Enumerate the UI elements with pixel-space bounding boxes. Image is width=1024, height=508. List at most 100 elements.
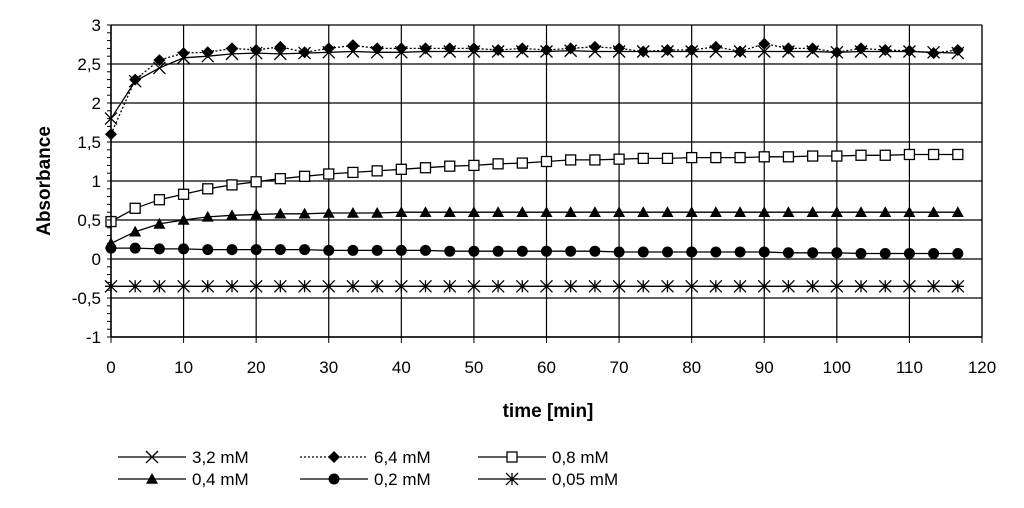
series-line bbox=[110, 50, 958, 119]
data-point bbox=[225, 279, 239, 293]
x-tick-label: 110 bbox=[896, 358, 923, 377]
data-point bbox=[903, 44, 916, 57]
data-point bbox=[855, 149, 867, 161]
data-point bbox=[444, 245, 456, 257]
data-point bbox=[467, 279, 481, 293]
legend-marker bbox=[328, 473, 340, 485]
data-point bbox=[395, 163, 407, 175]
y-tick-label: 2,5 bbox=[77, 55, 101, 74]
data-point bbox=[903, 206, 916, 217]
data-point bbox=[589, 154, 601, 166]
data-point bbox=[806, 279, 820, 293]
data-point bbox=[879, 206, 892, 217]
data-point bbox=[734, 246, 746, 258]
legend-marker bbox=[505, 472, 519, 486]
data-point bbox=[298, 46, 311, 59]
data-point bbox=[178, 243, 190, 255]
data-point bbox=[371, 244, 383, 256]
data-point bbox=[371, 206, 384, 218]
y-tick-label: 1,5 bbox=[77, 133, 101, 152]
legend-marker bbox=[328, 451, 340, 463]
data-point bbox=[371, 42, 384, 55]
data-point bbox=[468, 159, 480, 172]
data-point bbox=[323, 168, 335, 180]
data-point bbox=[153, 243, 165, 255]
x-tick-label: 0 bbox=[106, 358, 115, 377]
y-tick-label: 0,5 bbox=[77, 211, 101, 230]
y-tick-label: -0,5 bbox=[72, 289, 101, 308]
data-point bbox=[782, 247, 794, 259]
legend-entry: 3,2 mM bbox=[118, 448, 249, 467]
data-point bbox=[733, 279, 747, 293]
data-point bbox=[516, 206, 529, 217]
x-tick-label: 80 bbox=[682, 358, 701, 377]
data-point bbox=[757, 279, 771, 293]
data-point bbox=[540, 43, 553, 56]
data-point bbox=[129, 225, 142, 237]
data-point bbox=[298, 279, 312, 293]
y-tick-label: 0 bbox=[92, 250, 101, 269]
data-point bbox=[734, 45, 747, 58]
data-point bbox=[927, 279, 941, 293]
data-point bbox=[491, 279, 505, 293]
data-point bbox=[879, 43, 892, 56]
data-point bbox=[249, 279, 263, 293]
data-point bbox=[830, 46, 843, 59]
data-point bbox=[637, 45, 650, 58]
data-point bbox=[588, 279, 602, 293]
data-point bbox=[781, 279, 795, 293]
data-point bbox=[419, 206, 432, 217]
data-point bbox=[394, 279, 408, 293]
data-point bbox=[709, 40, 722, 53]
data-point bbox=[323, 244, 335, 256]
data-point bbox=[854, 279, 868, 293]
legend-entry: 0,05 mM bbox=[478, 470, 618, 489]
data-point bbox=[201, 210, 214, 222]
data-point bbox=[709, 279, 723, 293]
data-point bbox=[540, 206, 553, 217]
data-point bbox=[830, 279, 844, 293]
data-point bbox=[807, 150, 819, 162]
data-point bbox=[661, 152, 674, 165]
x-tick-label: 20 bbox=[247, 358, 266, 377]
data-point bbox=[831, 247, 843, 259]
data-point bbox=[637, 152, 649, 165]
data-point bbox=[274, 40, 287, 53]
data-point bbox=[153, 217, 166, 229]
data-point bbox=[468, 245, 480, 257]
data-point bbox=[564, 206, 577, 217]
data-point bbox=[685, 206, 698, 217]
data-point bbox=[322, 279, 336, 293]
data-point bbox=[346, 206, 359, 218]
data-point bbox=[444, 160, 456, 172]
data-point bbox=[202, 244, 214, 256]
series-line bbox=[111, 247, 958, 255]
legend-marker bbox=[146, 473, 158, 484]
series-circle bbox=[105, 242, 964, 260]
data-point bbox=[250, 208, 263, 220]
data-point bbox=[636, 279, 650, 293]
data-point bbox=[661, 43, 674, 56]
x-tick-label: 120 bbox=[968, 358, 996, 377]
data-point bbox=[855, 248, 867, 260]
data-point bbox=[177, 279, 191, 293]
series-line bbox=[110, 43, 958, 135]
data-point bbox=[613, 42, 626, 55]
x-tick-label: 90 bbox=[755, 358, 774, 377]
data-point bbox=[274, 173, 286, 185]
data-point bbox=[420, 244, 432, 256]
data-point bbox=[951, 206, 964, 217]
data-point bbox=[202, 183, 214, 195]
data-point bbox=[226, 179, 238, 191]
data-point bbox=[395, 42, 408, 55]
data-point bbox=[855, 42, 868, 55]
tick-labels: -1-0,500,511,522,530 10 20 30 40 50 60 70 80 90 10… bbox=[72, 16, 996, 377]
data-point bbox=[129, 202, 141, 214]
series-line bbox=[110, 153, 958, 223]
data-point bbox=[541, 245, 552, 257]
data-point bbox=[516, 157, 528, 169]
series-lines bbox=[104, 37, 965, 293]
legend-label: 0,4 mM bbox=[192, 470, 249, 489]
data-point bbox=[879, 149, 891, 161]
data-point bbox=[274, 207, 287, 219]
